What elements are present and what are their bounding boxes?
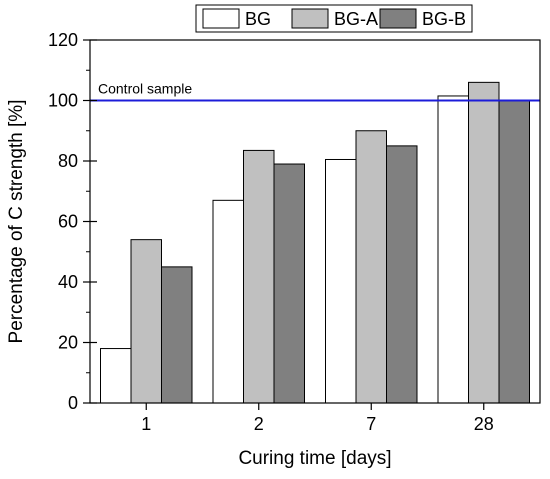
bar-bg-28 [437, 95, 469, 404]
bars-layer [100, 81, 530, 404]
x-axis-title: Curing time [days] [238, 448, 391, 469]
bar-bg-7 [325, 158, 357, 404]
reference-line-label: Control sample [98, 81, 192, 97]
y-tick-label: 100 [48, 91, 78, 111]
bar-bg-b-1 [161, 266, 193, 404]
x-tick-label: 7 [366, 414, 376, 434]
bar-bg-1 [100, 348, 132, 404]
legend-box [195, 4, 473, 33]
legend-label-bg: BG [245, 9, 271, 29]
bar-bg-b-7 [386, 145, 418, 404]
bar-bg-b-28 [498, 100, 530, 404]
y-axis-title: Percentage of C strength [%] [6, 100, 27, 344]
legend-swatch-bg-b [379, 8, 417, 29]
bar-bg-a-28 [468, 81, 500, 404]
bar-bg-2 [212, 199, 244, 404]
y-tick-label: 0 [68, 393, 78, 413]
axes-layer: 0 20 40 60 80 100 120 1 2 7 28 [48, 30, 541, 434]
legend-swatch-bg [202, 8, 240, 29]
y-tick-label: 60 [58, 212, 78, 232]
legend-label-bg-b: BG-B [422, 9, 466, 29]
y-tick-label: 20 [58, 333, 78, 353]
x-tick-label: 1 [141, 414, 151, 434]
legend-label-bg-a: BG-A [334, 9, 378, 29]
y-tick-label: 120 [48, 30, 78, 50]
reference-line-layer: Control sample [90, 81, 540, 102]
x-tick-label: 2 [254, 414, 264, 434]
legend-swatch-bg-a [291, 8, 329, 29]
bar-bg-a-2 [243, 149, 275, 404]
bar-bg-b-2 [273, 163, 305, 404]
x-tick-label: 28 [474, 414, 494, 434]
bar-bg-a-7 [355, 130, 387, 404]
bar-bg-a-1 [130, 239, 162, 404]
y-tick-label: 40 [58, 272, 78, 292]
y-tick-label: 80 [58, 151, 78, 171]
legend: BG BG-A BG-B [195, 4, 473, 33]
